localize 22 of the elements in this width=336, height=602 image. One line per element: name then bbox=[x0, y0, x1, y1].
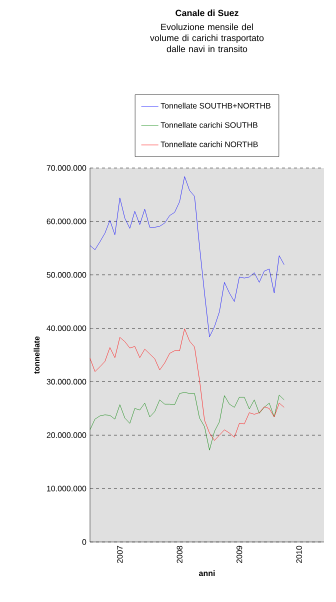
legend-label: Tonnellate carichi SOUTHB bbox=[160, 122, 258, 128]
y-tick-label: 60.000.000 bbox=[46, 218, 86, 224]
y-tick-label: 50.000.000 bbox=[46, 272, 86, 278]
x-axis-title: anni bbox=[199, 570, 215, 576]
x-tick-label: 2009 bbox=[236, 546, 242, 563]
y-tick-label: 10.000.000 bbox=[47, 486, 86, 492]
line-series bbox=[90, 328, 284, 441]
y-tick-label: 40.000.000 bbox=[46, 325, 86, 332]
line-series bbox=[90, 392, 284, 450]
x-tick-label: 2008 bbox=[176, 546, 182, 563]
y-tick-label: 0 bbox=[82, 539, 86, 545]
line-series bbox=[90, 176, 284, 338]
chart-subtitle: Evoluzione mensile del volume di carichi trasportato dalle navi in transito bbox=[150, 24, 264, 52]
y-tick-label: 70.000.000 bbox=[46, 165, 86, 171]
y-tick-label: 20.000.000 bbox=[46, 432, 86, 438]
legend-label: Tonnellate carichi NORTHB bbox=[160, 141, 258, 148]
chart-title: Canale di Suez bbox=[176, 10, 238, 16]
y-axis-title: tonnellate bbox=[34, 336, 40, 374]
y-tick-label: 30.000.000 bbox=[46, 378, 86, 385]
x-tick-label: 2010 bbox=[296, 546, 302, 563]
x-tick-label: 2007 bbox=[117, 546, 123, 563]
legend-label: Tonnellate SOUTHB+NORTHB bbox=[160, 102, 270, 109]
